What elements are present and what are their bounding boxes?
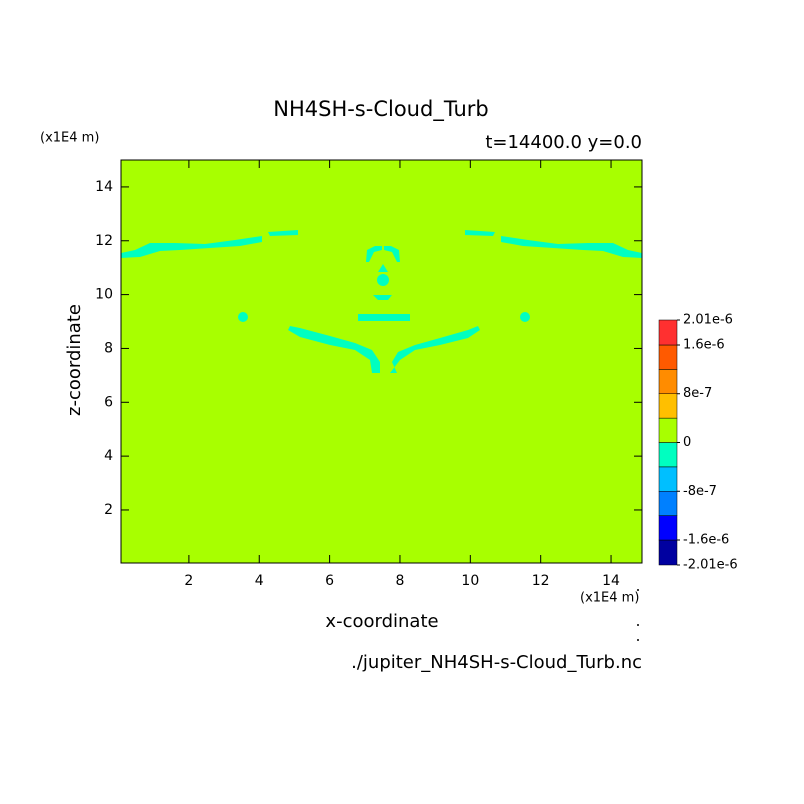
colorbar-band [658,344,678,370]
dot [637,639,639,641]
contour-region [358,314,410,321]
contour-region [238,312,248,322]
contour-region [378,264,388,272]
colorbar-label: 2.01e-6 [683,313,733,328]
colorbar-label: 1.6e-6 [683,337,725,352]
x-tick-label: 2 [184,573,193,589]
y-tick-label: 10 [95,287,113,303]
colorbar-label: -2.01e-6 [683,558,738,573]
contour-region [501,236,642,258]
contour-region [121,236,262,258]
dot [637,624,639,626]
contour-region [384,246,400,262]
y-tick-label: 2 [104,502,113,518]
dot [637,589,639,591]
contour-region [465,230,495,236]
colorbar-band [658,319,678,346]
y-tick-label: 12 [95,233,113,249]
source-file: ./jupiter_NH4SH-s-Cloud_Turb.nc [351,652,642,673]
y-tick-label: 4 [104,448,113,464]
contour-region [268,230,298,236]
contour-region [288,326,380,373]
colorbar-band [658,442,678,468]
y-tick-label: 8 [104,340,113,356]
contour-region [366,246,382,262]
contour-region [390,326,480,373]
y-tick-label: 6 [104,394,113,410]
colorbar-band [658,369,678,394]
x-tick-label: 8 [396,573,405,589]
x-tick-label: 12 [532,573,550,589]
contour-regions [121,230,642,373]
colorbar-band [658,491,678,516]
x-tick-label: 4 [255,573,264,589]
colorbar-band [658,515,678,541]
x-tick-label: 6 [325,573,334,589]
colorbar-label: 0 [683,435,691,450]
colorbar-label: -8e-7 [683,484,717,499]
x-tick-label: 10 [461,573,479,589]
colorbar-band [658,393,678,419]
y-tick-label: 14 [95,179,113,195]
field-background [121,160,642,563]
colorbar-band [658,539,678,566]
chart-title: NH4SH-s-Cloud_Turb [273,97,488,122]
y-unit: (x1E4 m) [40,131,99,146]
x-tick-label: 14 [602,573,620,589]
x-unit: (x1E4 m) [580,591,639,606]
colorbar-band [658,466,678,492]
contour-region [373,295,392,300]
plot-frame [120,159,643,564]
subtitle: t=14400.0 y=0.0 [485,132,642,153]
contour-region [377,274,389,286]
y-axis-label: z-coordinate [64,304,85,416]
colorbar-label: -1.6e-6 [683,533,729,548]
colorbar-band [658,417,678,443]
colorbar-label: 8e-7 [683,386,712,401]
x-axis-label: x-coordinate [325,611,438,632]
contour-region [520,312,530,322]
